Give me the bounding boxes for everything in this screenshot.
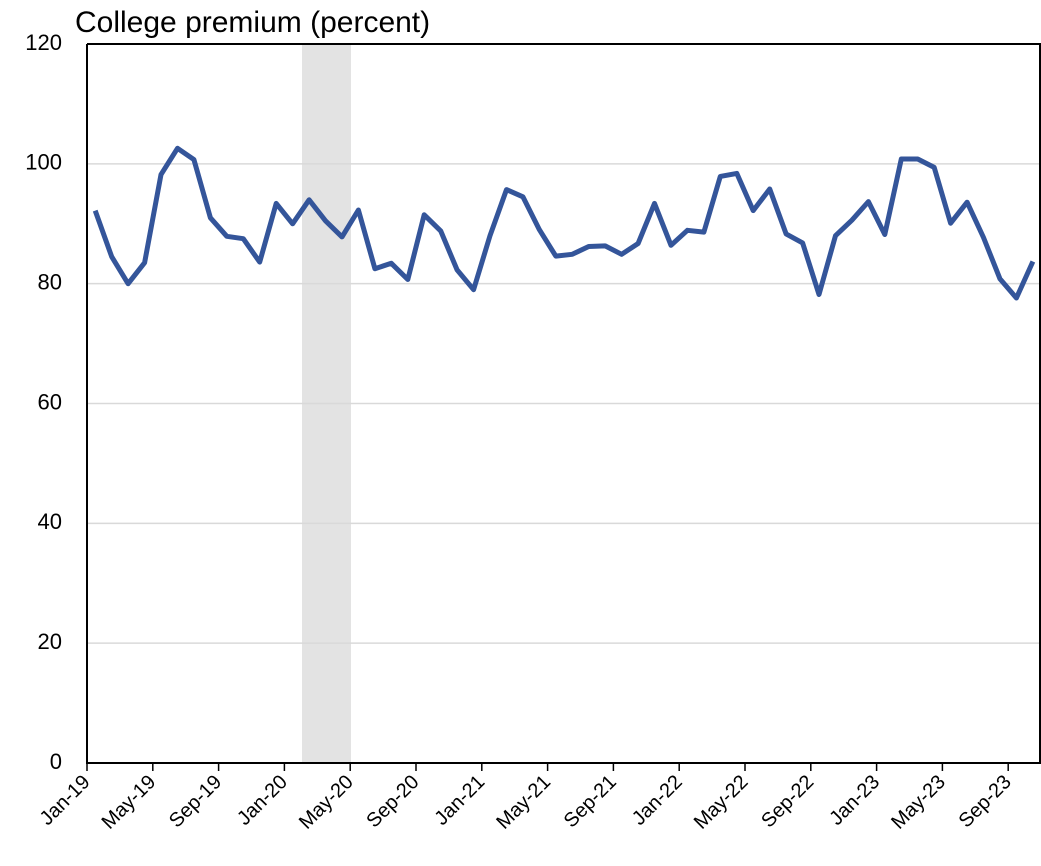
data-line xyxy=(92,145,1036,301)
chart-title: College premium (percent) xyxy=(75,6,430,39)
y-tick-label: 0 xyxy=(50,749,62,774)
x-tick-label: Jan-23 xyxy=(825,771,884,830)
x-tick-label: Jan-20 xyxy=(233,771,292,830)
x-tick-label: Jan-22 xyxy=(628,771,687,830)
x-tick-label: Sep-23 xyxy=(955,771,1016,832)
y-tick-label: 80 xyxy=(38,269,62,294)
x-tick-label: May-21 xyxy=(492,771,555,834)
x-tick-label: May-19 xyxy=(98,771,161,834)
y-tick-label: 100 xyxy=(25,150,62,175)
y-tick-label: 40 xyxy=(38,509,62,534)
x-tick-label: May-20 xyxy=(295,771,358,834)
x-tick-label: May-22 xyxy=(690,771,753,834)
x-tick-label: Jan-19 xyxy=(36,771,95,830)
plot xyxy=(92,145,1036,301)
y-tick-label: 120 xyxy=(25,30,62,55)
x-tick-label: Jan-21 xyxy=(431,771,490,830)
y-tick-label: 60 xyxy=(38,389,62,414)
y-tick-label: 20 xyxy=(38,629,62,654)
x-tick-label: May-23 xyxy=(887,771,950,834)
x-tick-label: Sep-22 xyxy=(757,771,818,832)
x-tick-label: Sep-19 xyxy=(165,771,226,832)
x-tick-label: Sep-20 xyxy=(362,771,423,832)
grid xyxy=(87,43,1041,764)
x-tick-label: Sep-21 xyxy=(560,771,621,832)
axis-frame xyxy=(86,43,1041,764)
